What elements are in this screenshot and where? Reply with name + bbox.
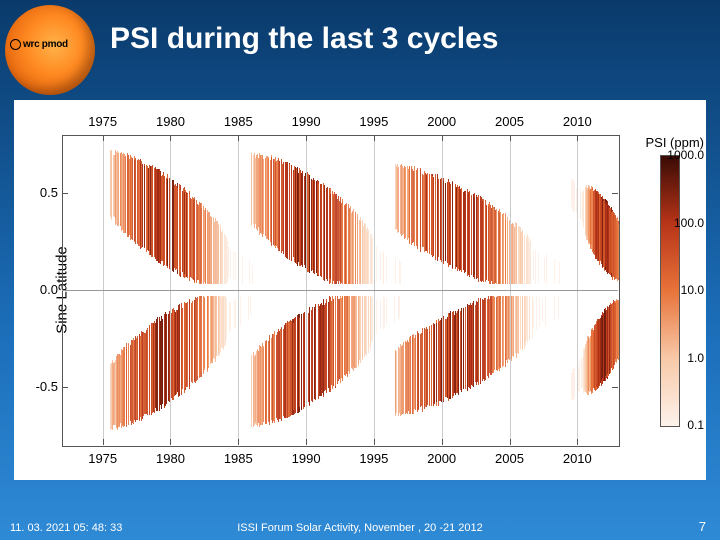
xtick-label: 1985 (224, 451, 253, 466)
footer-event: ISSI Forum Solar Activity, November , 20… (0, 522, 720, 534)
xtick-label: 1985 (224, 114, 253, 129)
footer-page-number: 7 (699, 519, 706, 534)
xtick-label: 2005 (495, 451, 524, 466)
ytick-label: 0.0 (32, 282, 58, 297)
slide-title: PSI during the last 3 cycles (110, 22, 498, 56)
cbar-tick-label: 0.1 (687, 418, 704, 432)
logo-ring-icon (10, 39, 21, 50)
xtick-label: 2000 (427, 451, 456, 466)
cbar-tick-label: 1.0 (687, 351, 704, 365)
xtick-label: 1980 (156, 114, 185, 129)
xtick-label: 1990 (292, 451, 321, 466)
logo-label: wrc pmod (8, 38, 70, 51)
cbar-tick-label: 10.0 (681, 283, 704, 297)
cbar-tick-label: 1000.0 (667, 148, 704, 162)
xtick-label: 1975 (88, 114, 117, 129)
xtick-label: 1980 (156, 451, 185, 466)
xtick-label: 2010 (563, 451, 592, 466)
plot-box (62, 135, 620, 447)
xtick-label: 2010 (563, 114, 592, 129)
xtick-label: 2000 (427, 114, 456, 129)
ytick-label: 0.5 (32, 185, 58, 200)
butterfly-chart: Sine Latitude PSI (ppm) 1975197519801980… (14, 100, 706, 480)
xtick-label: 1995 (359, 451, 388, 466)
logo-text: wrc pmod (23, 39, 68, 50)
xtick-label: 2005 (495, 114, 524, 129)
xtick-label: 1975 (88, 451, 117, 466)
ytick-label: -0.5 (32, 379, 58, 394)
xtick-label: 1990 (292, 114, 321, 129)
colorbar (660, 155, 680, 427)
xtick-label: 1995 (359, 114, 388, 129)
cbar-tick-label: 100.0 (674, 216, 704, 230)
zero-latitude-line (62, 290, 618, 291)
